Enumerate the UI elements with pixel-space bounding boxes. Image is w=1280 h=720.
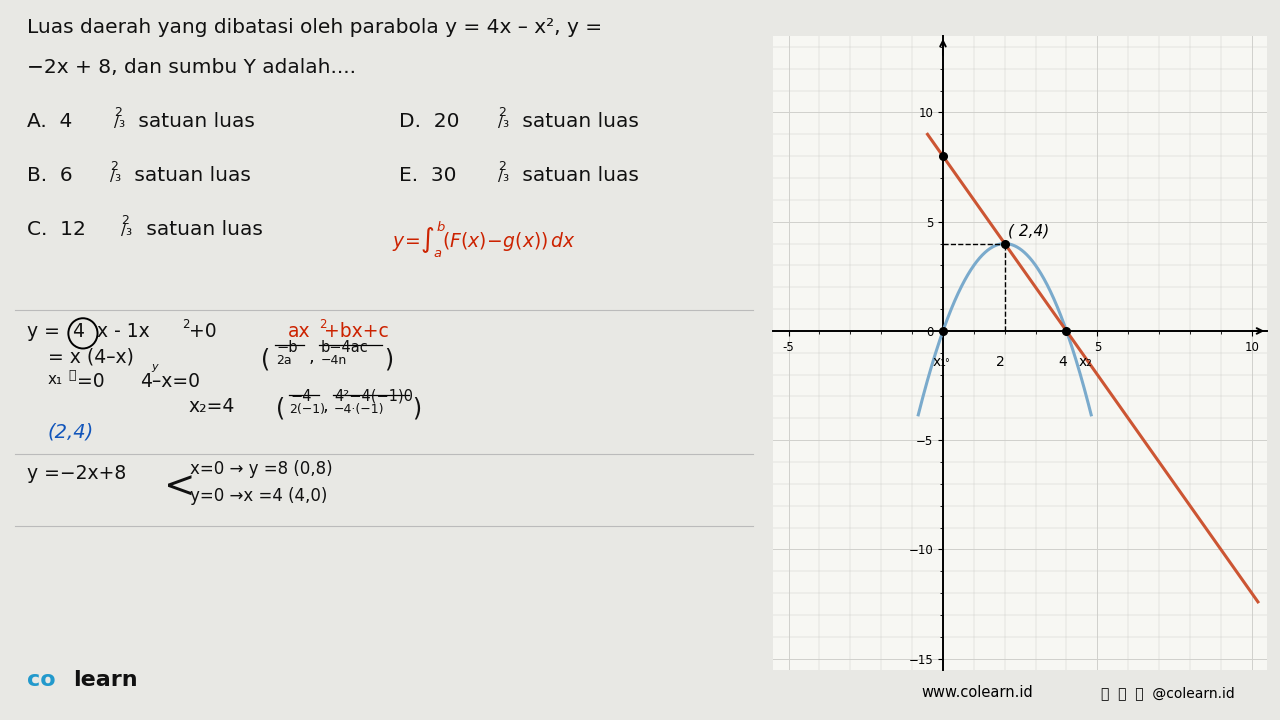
Text: −b: −b xyxy=(276,340,298,355)
Text: $y\!=\!\int_a^b\!(F(x)\!-\!g(x))\,dx$: $y\!=\!\int_a^b\!(F(x)\!-\!g(x))\,dx$ xyxy=(392,220,576,260)
Text:       @colearn.id:    @colearn.id xyxy=(1101,686,1234,700)
Text: y: y xyxy=(151,362,157,372)
Text: 2: 2 xyxy=(498,160,506,173)
Text: y =: y = xyxy=(27,322,65,341)
Text: x=0 → y =8 (0,8): x=0 → y =8 (0,8) xyxy=(191,460,333,478)
Text: satuan luas: satuan luas xyxy=(128,166,251,184)
Text: C.  12: C. 12 xyxy=(27,220,86,238)
Text: (: ( xyxy=(276,397,285,420)
Text: D.  20: D. 20 xyxy=(399,112,460,130)
Text: satuan luas: satuan luas xyxy=(132,112,255,130)
Text: A.  4: A. 4 xyxy=(27,112,72,130)
Text: °: ° xyxy=(945,358,950,368)
Text: b−4ac: b−4ac xyxy=(321,340,369,355)
Text: www.colearn.id: www.colearn.id xyxy=(922,685,1033,700)
Text: y =−2x+8: y =−2x+8 xyxy=(27,464,127,483)
Text: /₃: /₃ xyxy=(110,169,120,184)
Text: −4: −4 xyxy=(291,389,312,404)
Text: ): ) xyxy=(412,397,421,420)
Text: /₃: /₃ xyxy=(122,223,132,238)
Text: /₃: /₃ xyxy=(114,115,124,130)
Text: +0: +0 xyxy=(189,322,216,341)
Text: ax: ax xyxy=(288,322,311,341)
Text: x₂=4: x₂=4 xyxy=(188,397,234,415)
Text: 2: 2 xyxy=(996,355,1005,369)
Text: x₁: x₁ xyxy=(932,355,946,369)
Text: y=0 →x =4 (4,0): y=0 →x =4 (4,0) xyxy=(191,487,328,505)
Text: learn: learn xyxy=(73,670,137,690)
Text: −2x + 8, dan sumbu Y adalah....: −2x + 8, dan sumbu Y adalah.... xyxy=(27,58,356,76)
Text: <: < xyxy=(164,470,195,506)
Text: 4: 4 xyxy=(72,322,84,341)
Text: 4–x=0: 4–x=0 xyxy=(141,372,201,391)
Text: (: ( xyxy=(261,348,270,372)
Text: 4: 4 xyxy=(1059,355,1068,369)
Text: =0: =0 xyxy=(77,372,105,391)
Text: −4n: −4n xyxy=(321,354,347,366)
Text: 2: 2 xyxy=(182,318,189,331)
Text: ): ) xyxy=(384,348,393,372)
Text: 2: 2 xyxy=(110,160,118,173)
Text: x₂: x₂ xyxy=(1079,355,1093,369)
Text: 2: 2 xyxy=(498,106,506,119)
Text: = x (4–x): = x (4–x) xyxy=(47,348,133,366)
Text: /₃: /₃ xyxy=(498,115,508,130)
Text: x - 1x: x - 1x xyxy=(97,322,150,341)
Text: B.  6: B. 6 xyxy=(27,166,73,184)
Text: (2,4): (2,4) xyxy=(47,423,93,441)
Text: E.  30: E. 30 xyxy=(399,166,457,184)
Text: 2a: 2a xyxy=(276,354,292,366)
Text: 2: 2 xyxy=(122,214,129,227)
Text: co: co xyxy=(27,670,63,690)
Text: ( 2,4): ( 2,4) xyxy=(1009,224,1050,239)
Text: satuan luas: satuan luas xyxy=(140,220,262,238)
Text: satuan luas: satuan luas xyxy=(516,112,639,130)
Text: 2: 2 xyxy=(114,106,122,119)
Text: 2: 2 xyxy=(319,318,326,331)
Text: ,: , xyxy=(323,397,328,415)
Text: ,: , xyxy=(308,348,315,366)
Text: ⮡: ⮡ xyxy=(68,369,76,382)
Text: satuan luas: satuan luas xyxy=(516,166,639,184)
Text: −4·(−1): −4·(−1) xyxy=(334,403,384,416)
Text: 2(−1): 2(−1) xyxy=(289,403,325,416)
Text: x₁: x₁ xyxy=(47,372,63,387)
Text: +bx+c: +bx+c xyxy=(324,322,389,341)
Text: /₃: /₃ xyxy=(498,169,508,184)
Text: 4²−4(−1)0: 4²−4(−1)0 xyxy=(334,389,413,404)
Text: Luas daerah yang dibatasi oleh parabola y = 4x – x², y =: Luas daerah yang dibatasi oleh parabola … xyxy=(27,18,602,37)
